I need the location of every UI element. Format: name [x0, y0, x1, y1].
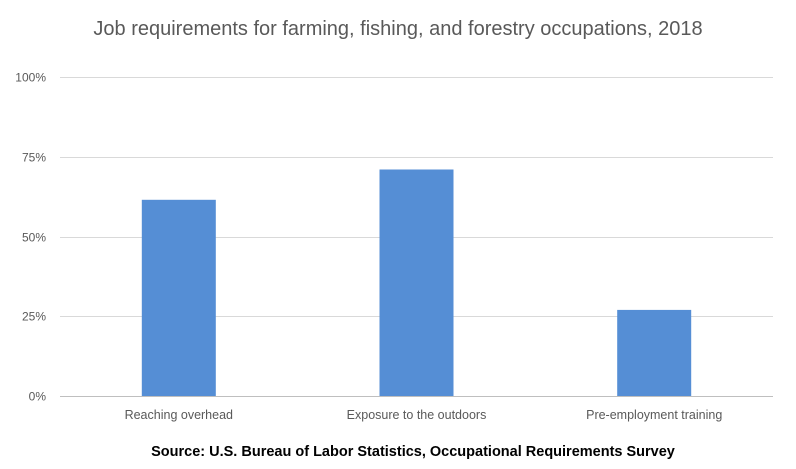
bar — [379, 169, 454, 396]
bar — [141, 199, 216, 396]
y-tick-label: 25% — [22, 310, 46, 324]
y-tick-label: 0% — [29, 390, 47, 404]
chart-source-note: Source: U.S. Bureau of Labor Statistics,… — [151, 444, 675, 460]
bar — [617, 309, 692, 396]
y-tick-label: 75% — [22, 151, 46, 165]
x-tick-label: Exposure to the outdoors — [347, 408, 487, 422]
chart-title: Job requirements for farming, fishing, a… — [93, 18, 703, 40]
x-tick-label: Reaching overhead — [125, 408, 233, 422]
y-tick-label: 100% — [15, 71, 46, 85]
x-tick-label: Pre-employment training — [586, 408, 722, 422]
y-tick-label: 50% — [22, 231, 46, 245]
